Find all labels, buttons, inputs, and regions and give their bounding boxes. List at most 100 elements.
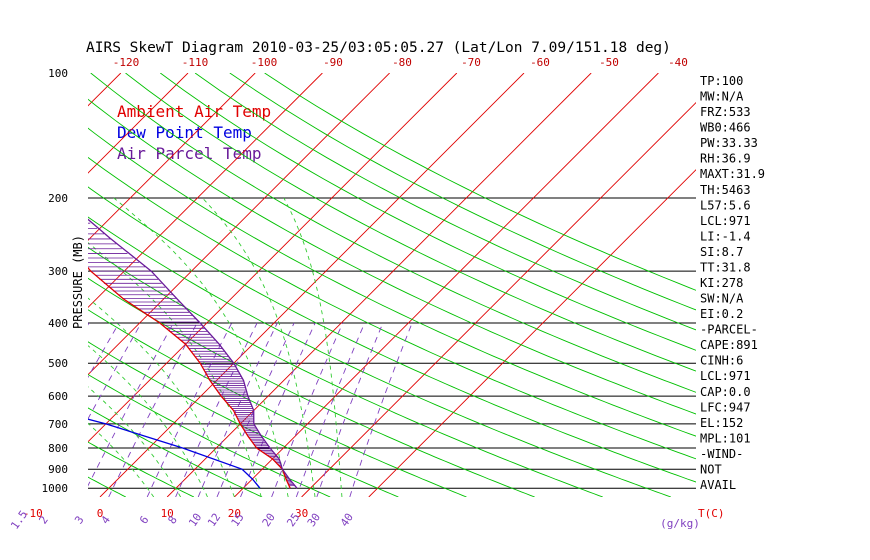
isotherm--60	[88, 73, 122, 107]
top-temp-label--100: -100	[251, 56, 278, 69]
dry-adiabat-120	[88, 98, 696, 415]
dry-adiabat-180	[264, 73, 696, 291]
isotherm--40	[88, 73, 256, 241]
mixing-ratio-label-3: 3	[72, 514, 86, 527]
dry-adiabats	[0, 73, 696, 497]
dry-adiabat-40	[88, 341, 399, 497]
dry-adiabat-160	[194, 73, 696, 331]
chart-title: AIRS SkewT Diagram 2010-03-25/03:05:05.2…	[86, 40, 671, 56]
mixing-ratio-line-30	[316, 322, 384, 497]
mixing-ratio-line-4	[108, 322, 198, 497]
parcel-temp-line	[88, 218, 298, 489]
param-5: RH:36.9	[700, 152, 751, 166]
mixing-ratio-label-6: 6	[137, 514, 151, 527]
mixing-ratio-line-25	[295, 322, 366, 497]
mixing-ratio-label-2: 2	[36, 514, 50, 527]
top-temp-label--70: -70	[461, 56, 481, 69]
param-4: PW:33.33	[700, 136, 758, 150]
top-temp-label--90: -90	[323, 56, 343, 69]
mixing-ratio-line-10	[197, 322, 278, 497]
legend-dewpoint: Dew Point Temp	[117, 123, 252, 142]
param-25: NOT	[700, 462, 722, 476]
dry-adiabat-80	[88, 216, 672, 497]
legend-parcel: Air Parcel Temp	[117, 144, 262, 163]
param-22: EL:152	[700, 416, 743, 430]
mixing-ratio-label-10: 10	[186, 511, 204, 529]
param-21: LFC:947	[700, 400, 751, 414]
top-temp-label--120: -120	[113, 56, 140, 69]
mixing-ratio-line-15	[240, 322, 316, 497]
pressure-label-400: 400	[48, 317, 68, 330]
pressure-label-500: 500	[48, 357, 68, 370]
pressure-label-900: 900	[48, 463, 68, 476]
dry-adiabat--10	[0, 73, 58, 497]
bottom-temp-label-0: 0	[97, 507, 104, 520]
top-temp-label--110: -110	[182, 56, 209, 69]
bottom-temp-label-20: 20	[228, 507, 241, 520]
param-24: -WIND-	[700, 447, 743, 461]
param-18: CINH:6	[700, 354, 743, 368]
param-6: MAXT:31.9	[700, 167, 765, 181]
param-13: KI:278	[700, 276, 743, 290]
mixing-ratio-line-40	[349, 322, 413, 497]
bottom-temp-label-30: 30	[295, 507, 308, 520]
mixing-ratio-line-0.5	[0, 323, 40, 497]
mixing-ratio-label-12: 12	[205, 511, 223, 529]
top-temp-label--60: -60	[530, 56, 550, 69]
mixing-ratio-label-30: 30	[305, 511, 323, 529]
param-7: TH:5463	[700, 183, 751, 197]
moist-adiabat-20	[88, 297, 235, 497]
param-19: LCL:971	[700, 369, 751, 383]
mixing-ratio-unit-label: (g/kg)	[660, 517, 700, 530]
pressure-label-200: 200	[48, 192, 68, 205]
param-16: -PARCEL-	[700, 323, 758, 337]
param-0: TP:100	[700, 74, 743, 88]
param-17: CAPE:891	[700, 338, 758, 352]
dry-adiabat-130	[90, 73, 696, 393]
mixing-ratio-label-25: 25	[284, 511, 302, 529]
param-2: FRZ:533	[700, 105, 751, 119]
param-9: LCL:971	[700, 214, 751, 228]
dry-adiabat-10	[88, 441, 195, 497]
isotherm-0	[99, 73, 525, 497]
dry-adiabat-90	[88, 186, 696, 483]
mixing-ratio-line-3	[88, 322, 174, 487]
pressure-label-800: 800	[48, 442, 68, 455]
moist-adiabat-8	[88, 422, 155, 497]
param-1: MW:N/A	[700, 90, 744, 104]
isotherm-10	[166, 73, 592, 497]
pressure-label-600: 600	[48, 390, 68, 403]
param-14: SW:N/A	[700, 292, 744, 306]
ambient-temp-line	[88, 266, 291, 489]
pressure-label-300: 300	[48, 265, 68, 278]
dry-adiabat-20	[88, 407, 263, 497]
dry-adiabat-60	[88, 277, 535, 497]
mixing-ratio-line-20	[271, 322, 344, 497]
bottom-temp-label-10: 10	[161, 507, 174, 520]
dry-adiabat-110	[88, 127, 696, 437]
moist-adiabat-12	[88, 386, 181, 497]
param-15: EI:0.2	[700, 307, 743, 321]
isotherm--70	[0, 73, 54, 497]
legend: Ambient Air Temp Dew Point Temp Air Parc…	[117, 102, 271, 163]
isotherm-20	[234, 73, 659, 497]
isobars	[88, 197, 696, 489]
param-10: LI:-1.4	[700, 229, 751, 243]
top-temp-label--50: -50	[599, 56, 619, 69]
mixing-ratio-label-20: 20	[260, 511, 278, 529]
dry-adiabat-70	[88, 246, 603, 497]
plot-lines	[0, 73, 696, 497]
moist-adiabat-36	[283, 197, 343, 497]
top-temp-label--80: -80	[392, 56, 412, 69]
mixing-ratio-label-15: 15	[229, 511, 247, 529]
legend-ambient: Ambient Air Temp	[117, 102, 271, 121]
param-8: L57:5.6	[700, 198, 751, 212]
dewpoint-line	[88, 418, 261, 489]
moist-adiabat-16	[88, 345, 208, 497]
dry-adiabat-30	[88, 373, 331, 497]
isotherm--30	[88, 73, 323, 309]
top-temp-label--40: -40	[668, 56, 688, 69]
dry-adiabat-150	[160, 73, 696, 351]
